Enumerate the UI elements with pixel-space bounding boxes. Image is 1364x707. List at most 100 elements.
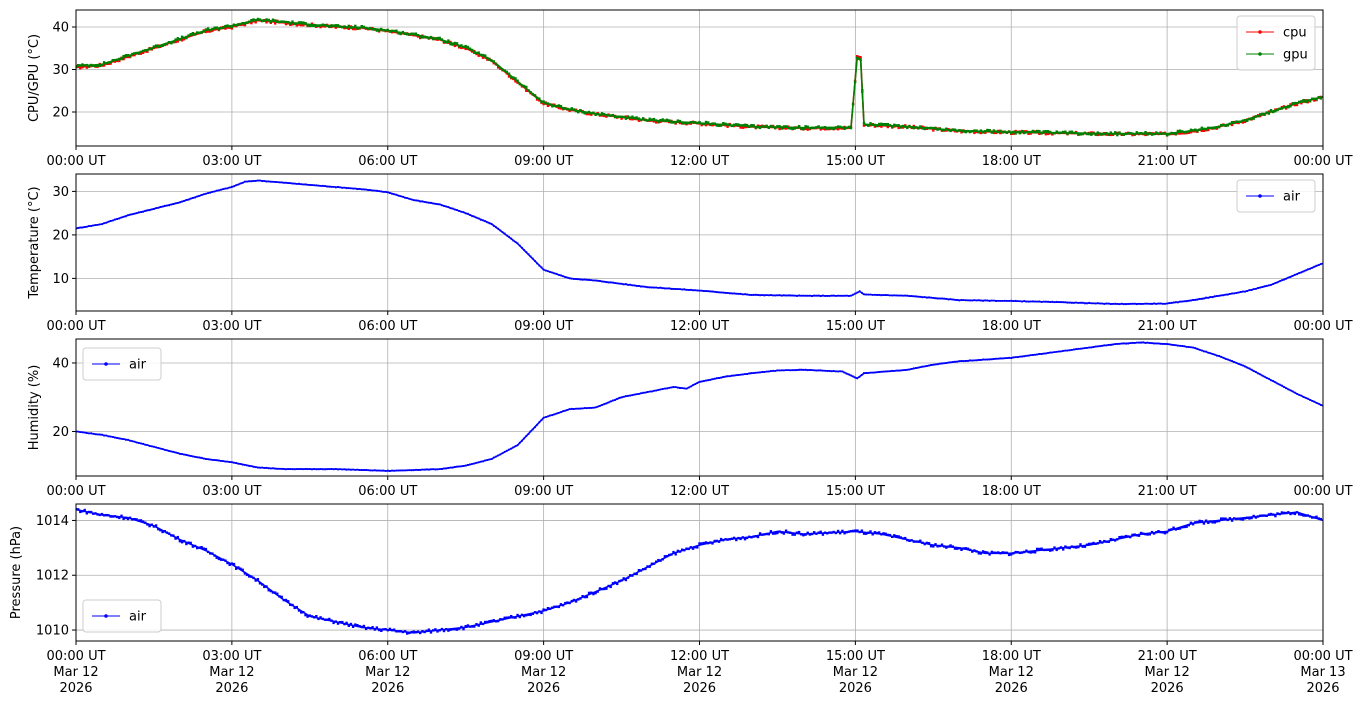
data-point [1042, 300, 1045, 303]
data-point [100, 512, 104, 516]
data-point [514, 241, 517, 243]
data-point [408, 197, 411, 200]
data-point [415, 199, 417, 202]
data-point [927, 542, 931, 545]
data-point [434, 37, 437, 40]
data-point [1116, 343, 1119, 345]
data-point [644, 118, 647, 122]
data-point [973, 131, 976, 135]
data-point [806, 128, 809, 131]
data-point [373, 628, 376, 631]
data-point [715, 124, 718, 127]
data-point [159, 206, 162, 208]
data-point [962, 299, 965, 301]
data-point [1274, 110, 1277, 113]
data-point [1053, 546, 1056, 549]
x-tick-label: 09:00 UT Mar 12 2026 [514, 649, 573, 696]
data-point [611, 582, 615, 585]
data-point [984, 130, 987, 133]
data-point [276, 468, 279, 470]
data-point [265, 180, 268, 183]
data-point [196, 456, 199, 459]
data-point [282, 598, 285, 602]
data-point [1092, 132, 1095, 135]
data-point [767, 533, 770, 536]
data-point [503, 616, 506, 619]
data-point [1151, 303, 1153, 305]
data-point [297, 23, 301, 26]
data-point [364, 627, 368, 631]
data-point [1319, 517, 1322, 521]
data-point [1019, 300, 1021, 303]
data-point [851, 103, 855, 106]
data-point [594, 113, 597, 116]
data-point [739, 126, 742, 129]
data-point [791, 369, 794, 372]
data-point [85, 432, 88, 434]
data-point [341, 187, 344, 189]
data-point [174, 202, 177, 205]
data-point [124, 516, 127, 520]
data-point [676, 119, 680, 122]
data-point [254, 466, 257, 469]
data-point [741, 536, 744, 539]
data-point [458, 210, 461, 212]
data-point [967, 360, 969, 362]
data-point [295, 605, 298, 609]
data-point [510, 237, 513, 240]
data-point [607, 114, 610, 117]
data-point [1084, 347, 1086, 349]
data-point [453, 628, 457, 631]
data-point [854, 529, 857, 532]
data-point [1021, 355, 1023, 358]
data-point [873, 123, 877, 127]
data-point [157, 206, 160, 209]
data-point [1282, 106, 1286, 109]
data-point [518, 82, 521, 86]
data-point [759, 294, 761, 297]
data-point [393, 469, 396, 472]
data-point [436, 468, 439, 471]
data-point [142, 210, 144, 213]
data-point [423, 35, 426, 38]
data-point [698, 289, 701, 292]
data-point [854, 376, 856, 379]
data-point [319, 24, 322, 27]
data-point [845, 531, 848, 534]
data-point [651, 286, 653, 289]
legend: air [82, 347, 162, 381]
data-point [763, 125, 766, 129]
x-tick-label: 12:00 UT [670, 319, 729, 334]
data-point [124, 438, 127, 441]
data-point [92, 224, 95, 227]
data-point [285, 468, 287, 471]
data-point [88, 225, 90, 227]
data-point [477, 51, 480, 54]
data-point [981, 550, 985, 553]
data-point [752, 293, 755, 296]
data-point [832, 370, 835, 372]
data-point [637, 117, 641, 120]
data-point [637, 119, 641, 122]
data-point [233, 185, 235, 188]
data-point [683, 121, 686, 125]
data-point [185, 36, 188, 40]
data-point [135, 441, 138, 444]
data-point [694, 383, 697, 385]
data-point [707, 121, 710, 124]
data-point [291, 20, 294, 23]
data-point [1308, 100, 1312, 103]
data-point [938, 362, 941, 365]
data-point [683, 288, 686, 291]
data-point [92, 64, 95, 67]
data-point [813, 294, 816, 297]
data-point [1051, 300, 1054, 303]
data-point [1239, 363, 1242, 366]
data-point [497, 64, 500, 68]
data-point [880, 125, 883, 128]
data-point [1032, 354, 1034, 356]
data-point [1058, 350, 1060, 353]
data-point [759, 371, 761, 374]
data-point [172, 450, 175, 453]
